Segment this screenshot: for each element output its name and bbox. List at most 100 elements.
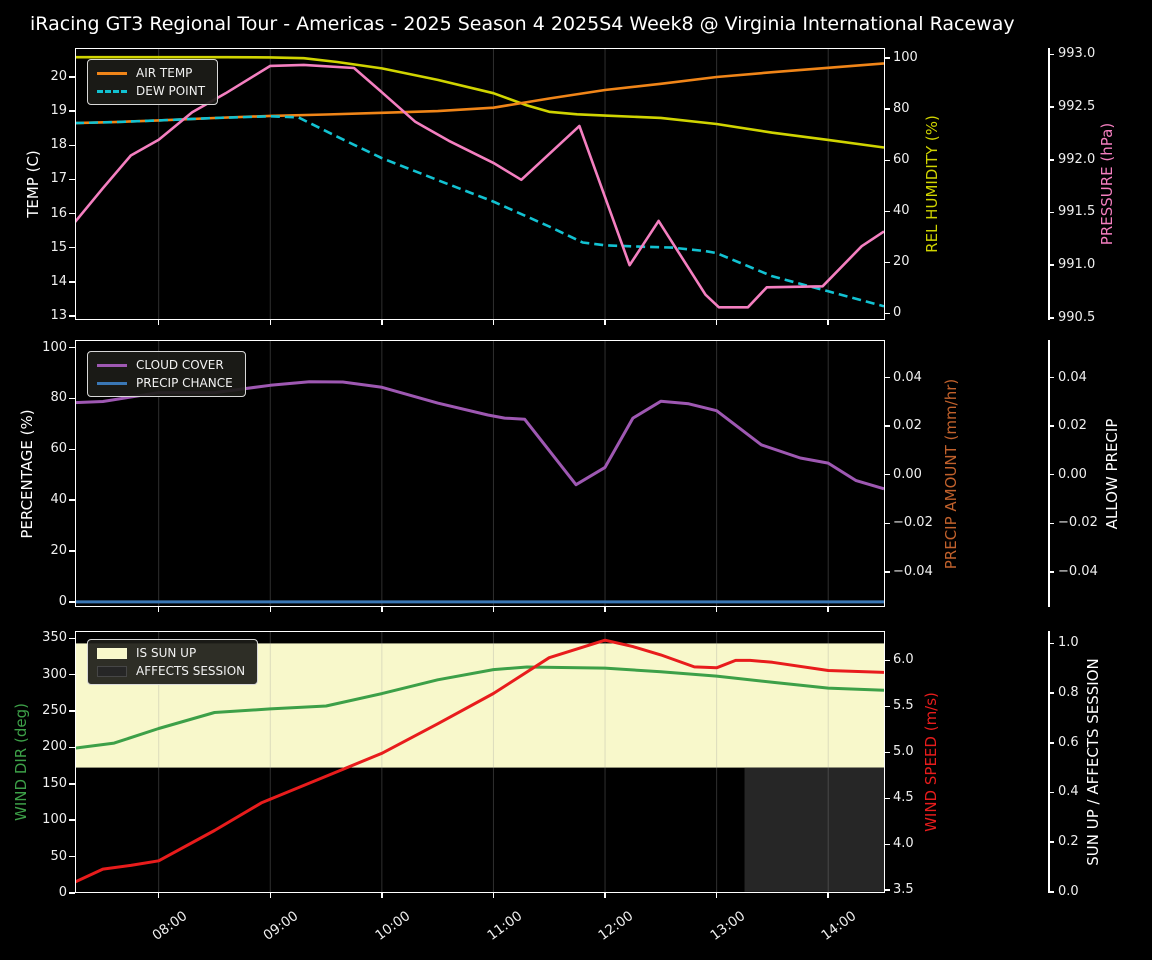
legend-label-air-temp: AIR TEMP <box>136 66 193 80</box>
y-tick <box>884 843 890 846</box>
band-affects-session <box>744 767 884 892</box>
y-tick <box>1048 376 1054 379</box>
y-tick <box>69 783 75 785</box>
y-tick <box>884 261 890 264</box>
legend-cloud-panel: CLOUD COVER PRECIP CHANCE <box>87 351 246 397</box>
y-tick <box>1048 692 1054 694</box>
y-tick <box>69 246 75 249</box>
y-tick-label: −0.02 <box>893 515 933 531</box>
legend-label-precip-chance: PRECIP CHANCE <box>136 376 233 390</box>
affects-session-patch-swatch <box>97 665 127 677</box>
x-tick-label: 11:00 <box>483 908 525 944</box>
y-tick <box>69 448 75 451</box>
legend-item-dew-point: DEW POINT <box>97 84 205 98</box>
y-tick-label: −0.02 <box>1058 515 1098 531</box>
legend-temp-panel: AIR TEMP DEW POINT <box>87 59 219 105</box>
y-tick-label: 150 <box>42 775 67 791</box>
y-tick <box>884 797 890 800</box>
x-tick <box>269 893 272 898</box>
y-tick <box>69 892 75 894</box>
y-tick <box>1048 159 1054 161</box>
x-tick <box>827 320 829 325</box>
y-tick-label: 15 <box>50 239 67 255</box>
y-tick-label: 0.02 <box>893 418 922 434</box>
y-tick <box>1048 742 1054 744</box>
y-tick <box>69 819 75 821</box>
y-tick-label: 40 <box>893 203 910 219</box>
y-tick-label: 0 <box>58 593 67 609</box>
y-tick-label: 100 <box>42 812 67 828</box>
y-tick-label: 250 <box>42 703 67 719</box>
y-tick-label: 200 <box>42 739 67 755</box>
y-tick <box>69 710 75 712</box>
y-tick <box>884 108 890 110</box>
x-tick <box>827 607 829 612</box>
y-tick <box>69 499 75 501</box>
y-tick <box>1048 642 1054 645</box>
y-tick-label: 100 <box>42 339 67 355</box>
y-tick-label: 0 <box>58 885 67 900</box>
y-tick <box>69 178 75 181</box>
axis-label-pressure-hpa-: PRESSURE (hPa) <box>1098 122 1116 246</box>
axis-label-precip-amount-mm-hr-: PRECIP AMOUNT (mm/hr) <box>942 378 960 569</box>
x-tick-label: 08:00 <box>149 908 191 944</box>
y-tick-label: 991.5 <box>1058 204 1096 220</box>
y-tick <box>69 673 75 676</box>
y-tick <box>884 57 890 59</box>
y-tick-label: 17 <box>50 171 67 187</box>
series-wind-dir <box>75 665 884 750</box>
y-tick-label: 18 <box>50 137 67 153</box>
y-tick-label: 4.0 <box>893 836 914 852</box>
legend-wind-panel: IS SUN UP AFFECTS SESSION <box>87 639 259 685</box>
y-tick <box>69 746 75 749</box>
y-tick <box>884 312 890 315</box>
x-tick <box>381 607 383 612</box>
legend-item-affects-session: AFFECTS SESSION <box>97 664 245 678</box>
y-tick <box>884 522 890 524</box>
y-tick <box>1048 264 1054 266</box>
x-tick <box>604 893 606 898</box>
y-tick-label: 0.8 <box>1058 685 1079 701</box>
x-tick <box>604 607 606 612</box>
figure-title: iRacing GT3 Regional Tour - Americas - 2… <box>30 13 1015 35</box>
x-tick <box>157 893 160 898</box>
axis-label-rel-humidity-: REL HUMIDITY (%) <box>923 115 941 253</box>
y-tick-label: 0.4 <box>1058 784 1079 800</box>
y-tick <box>884 473 890 476</box>
x-tick <box>827 893 829 898</box>
y-tick-label: −0.04 <box>1058 563 1098 579</box>
series-rel-humidity <box>75 55 884 149</box>
y-tick-label: 60 <box>50 441 67 457</box>
legend-item-air-temp: AIR TEMP <box>97 66 205 80</box>
y-tick-label: 20 <box>50 69 67 84</box>
x-tick <box>715 893 718 898</box>
y-tick <box>69 397 75 400</box>
axis-label-percentage-: PERCENTAGE (%) <box>18 408 36 539</box>
axis-label-wind-speed-m-s-: WIND SPEED (m/s) <box>922 692 940 832</box>
is-sun-up-patch-swatch <box>97 647 127 659</box>
y-tick <box>69 550 75 552</box>
x-tick <box>604 320 606 325</box>
y-tick <box>1048 53 1054 56</box>
y-tick <box>1048 473 1054 476</box>
y-tick <box>69 637 75 640</box>
y-tick-label: 50 <box>50 848 67 864</box>
cloud-cover-line-swatch <box>97 363 127 367</box>
axis-label-sun-up-affects-session: SUN UP / AFFECTS SESSION <box>1084 658 1102 866</box>
y-tick <box>1048 425 1054 427</box>
y-tick <box>69 315 75 317</box>
series-wind-speed <box>75 638 884 884</box>
legend-label-is-sun-up: IS SUN UP <box>136 646 197 660</box>
y-tick-label: 993.0 <box>1058 46 1096 62</box>
y-tick-label: 20 <box>50 543 67 559</box>
y-tick <box>1048 571 1054 573</box>
y-tick-label: 6.0 <box>893 652 914 668</box>
x-tick <box>715 320 718 325</box>
x-tick-label: 13:00 <box>707 908 749 944</box>
precip-chance-line-swatch <box>97 381 127 385</box>
y-tick <box>1048 891 1054 893</box>
y-tick <box>1048 211 1054 214</box>
y-tick-label: 40 <box>50 492 67 508</box>
canvas-cloud-precip <box>75 340 884 607</box>
